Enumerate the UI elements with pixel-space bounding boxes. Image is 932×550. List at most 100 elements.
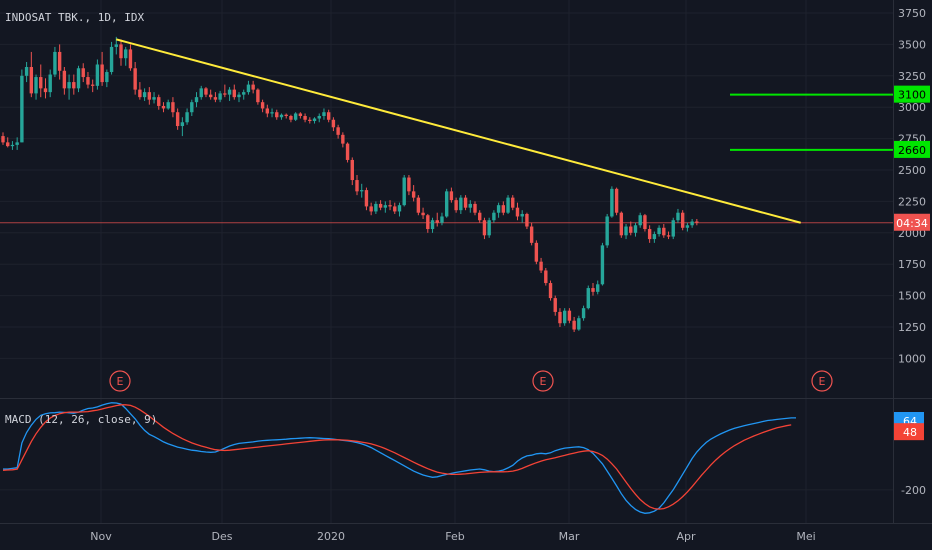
candle-body bbox=[430, 220, 435, 230]
candle-body bbox=[478, 212, 482, 221]
candle-body bbox=[416, 197, 421, 213]
price-tick-label: 3500 bbox=[898, 38, 926, 51]
candle-body bbox=[6, 142, 10, 147]
candle-body bbox=[374, 203, 378, 212]
candle-body bbox=[562, 310, 567, 324]
earnings-marker: E bbox=[811, 370, 833, 392]
time-tick-label: Feb bbox=[445, 530, 464, 543]
candle-body bbox=[591, 288, 595, 292]
candle-body bbox=[171, 102, 175, 113]
candle-body bbox=[133, 68, 137, 90]
candle-body bbox=[558, 311, 562, 324]
candle-body bbox=[614, 188, 619, 213]
candle-body bbox=[246, 84, 251, 93]
candle-body bbox=[643, 215, 647, 230]
price-tick-label: 2250 bbox=[898, 195, 926, 208]
candle-body bbox=[322, 112, 326, 116]
candle-body bbox=[492, 212, 496, 221]
candle-body bbox=[204, 88, 208, 95]
candle-body bbox=[511, 197, 515, 208]
price-tick-label: 3250 bbox=[898, 70, 926, 83]
candle-body bbox=[633, 225, 638, 233]
candle-body bbox=[690, 221, 694, 226]
candle-body bbox=[355, 180, 359, 192]
price-tick-label: 1000 bbox=[898, 352, 926, 365]
candle-body bbox=[676, 212, 680, 221]
macd-series-signal bbox=[2, 404, 792, 510]
earnings-marker-label: E bbox=[117, 375, 124, 388]
candle-body bbox=[496, 205, 501, 213]
candle-body bbox=[15, 142, 19, 145]
candle-body bbox=[638, 215, 642, 226]
candle-body bbox=[72, 82, 76, 89]
candle-body bbox=[180, 122, 185, 127]
candle-body bbox=[515, 207, 520, 217]
candle-body bbox=[487, 220, 491, 236]
candle-body bbox=[345, 143, 350, 160]
candle-body bbox=[303, 115, 307, 120]
candle-body bbox=[95, 64, 100, 86]
candle-body bbox=[350, 159, 354, 181]
candle-body bbox=[596, 284, 600, 292]
candle-body bbox=[105, 72, 109, 83]
candle-body bbox=[426, 215, 430, 230]
time-tick-label: 2020 bbox=[317, 530, 345, 543]
candle-body bbox=[161, 105, 166, 109]
candle-body bbox=[86, 77, 90, 85]
candle-body bbox=[284, 114, 288, 116]
candle-body bbox=[147, 92, 152, 100]
macd-legend: MACD (12, 26, close, 9) bbox=[5, 413, 157, 426]
candle-body bbox=[190, 102, 194, 113]
candle-body bbox=[411, 191, 416, 198]
candle-body bbox=[76, 68, 81, 89]
candle-body bbox=[199, 88, 203, 98]
candle-body bbox=[454, 200, 458, 211]
candle-body bbox=[506, 197, 510, 213]
candle-body bbox=[109, 46, 114, 73]
candle-body bbox=[119, 44, 123, 59]
candle-body bbox=[1, 136, 5, 143]
candle-body bbox=[680, 212, 685, 228]
macd-tick-label: -200 bbox=[901, 484, 926, 497]
candle-body bbox=[525, 213, 529, 227]
candle-body bbox=[157, 97, 161, 106]
candle-body bbox=[619, 212, 624, 236]
candle-body bbox=[34, 77, 38, 94]
candle-body bbox=[256, 89, 260, 103]
candle-body bbox=[260, 102, 265, 109]
level-tag-label: 3100 bbox=[898, 89, 926, 102]
candle-body bbox=[308, 119, 312, 122]
candle-body bbox=[647, 229, 652, 240]
candle-body bbox=[468, 203, 472, 208]
candle-body bbox=[388, 205, 392, 207]
candle-body bbox=[473, 203, 477, 213]
candle-body bbox=[482, 220, 487, 236]
level-tag-2660 bbox=[894, 140, 930, 158]
candle-body bbox=[298, 113, 303, 116]
candle-body bbox=[232, 89, 236, 98]
candle-body bbox=[539, 261, 543, 271]
time-tick-label: Nov bbox=[90, 530, 112, 543]
candle-body bbox=[29, 67, 34, 94]
candle-body bbox=[383, 205, 388, 208]
candle-body bbox=[407, 177, 411, 192]
candle-body bbox=[463, 197, 468, 208]
symbol-legend: INDOSAT TBK., 1D, IDX bbox=[5, 11, 144, 24]
price-tick-label: 1250 bbox=[898, 321, 926, 334]
candle-body bbox=[577, 318, 581, 330]
candle-body bbox=[57, 51, 62, 71]
candle-body bbox=[671, 220, 675, 237]
candle-body bbox=[331, 119, 336, 128]
candle-body bbox=[39, 77, 43, 89]
candle-body bbox=[685, 225, 690, 228]
candle-body bbox=[444, 191, 449, 217]
candle-body bbox=[279, 114, 284, 118]
earnings-marker: E bbox=[532, 370, 554, 392]
price-tick-label: 1500 bbox=[898, 290, 926, 303]
candles bbox=[1, 36, 699, 333]
candle-body bbox=[138, 89, 142, 98]
time-tick-label: Apr bbox=[676, 530, 696, 543]
